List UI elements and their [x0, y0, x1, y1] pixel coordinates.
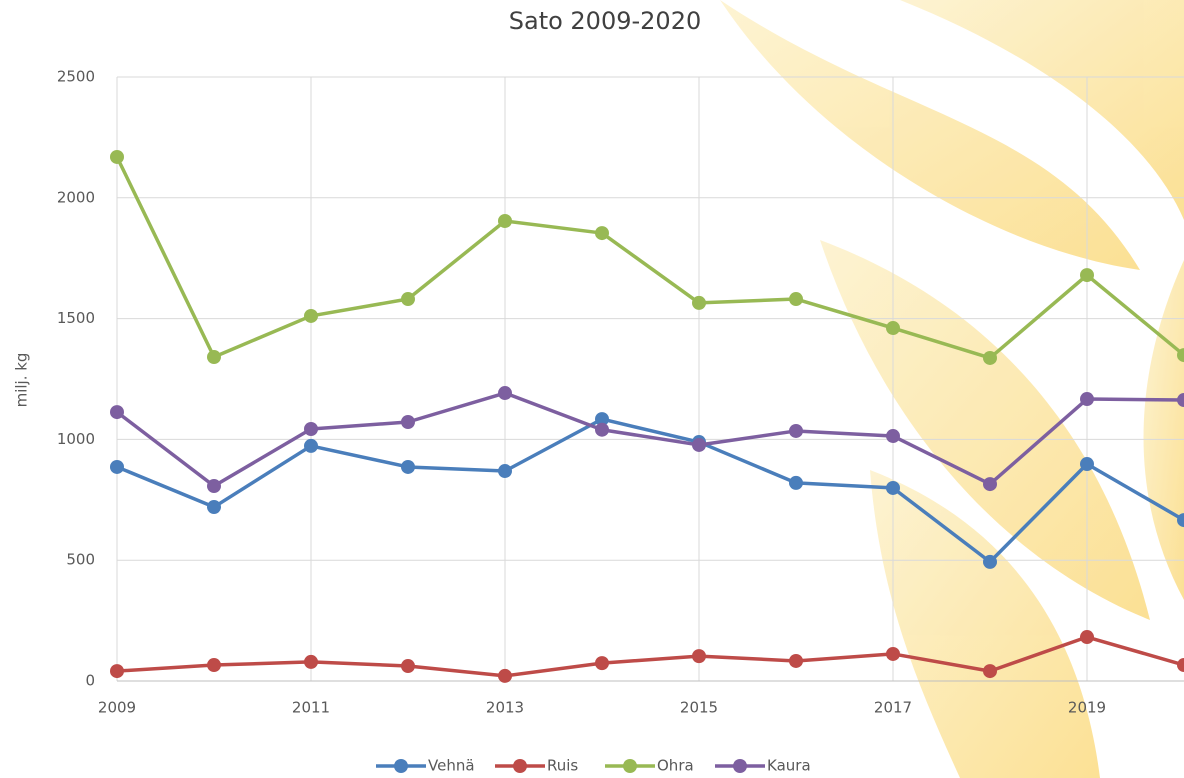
legend: Vehnä Ruis Ohra Kaura	[376, 757, 811, 775]
data-point	[304, 309, 318, 323]
data-point	[401, 292, 415, 306]
y-tick-label: 1500	[57, 309, 95, 327]
data-point	[595, 656, 609, 670]
data-point	[789, 292, 803, 306]
data-point	[1080, 630, 1094, 644]
legend-label: Vehnä	[428, 757, 475, 775]
y-axis-label: milj. kg	[13, 353, 31, 408]
data-point	[207, 350, 221, 364]
data-point	[401, 415, 415, 429]
data-point	[789, 424, 803, 438]
data-point	[692, 296, 706, 310]
data-point	[595, 226, 609, 240]
data-point	[207, 479, 221, 493]
legend-marker	[623, 759, 637, 773]
data-point	[886, 321, 900, 335]
data-point	[498, 669, 512, 683]
x-tick-label: 2011	[292, 699, 330, 717]
data-point	[110, 405, 124, 419]
data-point	[983, 477, 997, 491]
data-point	[692, 438, 706, 452]
x-tick-label: 2019	[1068, 699, 1106, 717]
data-point	[886, 481, 900, 495]
y-tick-label: 2000	[57, 188, 95, 206]
data-point	[498, 214, 512, 228]
data-point	[401, 659, 415, 673]
x-tick-label: 2009	[98, 699, 136, 717]
data-point	[304, 422, 318, 436]
chart: Sato 2009-2020 milj. kg 0 500 1000 1500 2000…	[0, 0, 1184, 778]
data-point	[110, 664, 124, 678]
data-point	[1080, 392, 1094, 406]
data-point	[983, 351, 997, 365]
data-point	[983, 664, 997, 678]
y-tick-label: 0	[85, 672, 95, 690]
chart-title: Sato 2009-2020	[509, 7, 701, 35]
y-tick-label: 2500	[57, 68, 95, 86]
data-point	[110, 460, 124, 474]
data-point	[110, 150, 124, 164]
data-point	[983, 555, 997, 569]
data-point	[1177, 658, 1184, 672]
data-point	[498, 464, 512, 478]
data-point	[304, 439, 318, 453]
data-point	[789, 654, 803, 668]
legend-marker	[513, 759, 527, 773]
data-point	[595, 423, 609, 437]
data-point	[304, 655, 318, 669]
legend-marker	[394, 759, 408, 773]
data-point	[692, 649, 706, 663]
x-tick-label: 2013	[486, 699, 524, 717]
data-point	[498, 386, 512, 400]
data-point	[1080, 268, 1094, 282]
data-point	[401, 460, 415, 474]
data-point	[789, 476, 803, 490]
data-point	[207, 658, 221, 672]
legend-label: Ruis	[547, 757, 578, 775]
data-point	[207, 500, 221, 514]
x-tick-label: 2015	[680, 699, 718, 717]
data-point	[1080, 457, 1094, 471]
x-tick-label: 2017	[874, 699, 912, 717]
y-tick-label: 1000	[57, 430, 95, 448]
legend-label: Kaura	[767, 757, 811, 775]
legend-label: Ohra	[657, 757, 694, 775]
legend-marker	[733, 759, 747, 773]
y-tick-label: 500	[66, 551, 95, 569]
data-point	[886, 429, 900, 443]
data-point	[886, 647, 900, 661]
